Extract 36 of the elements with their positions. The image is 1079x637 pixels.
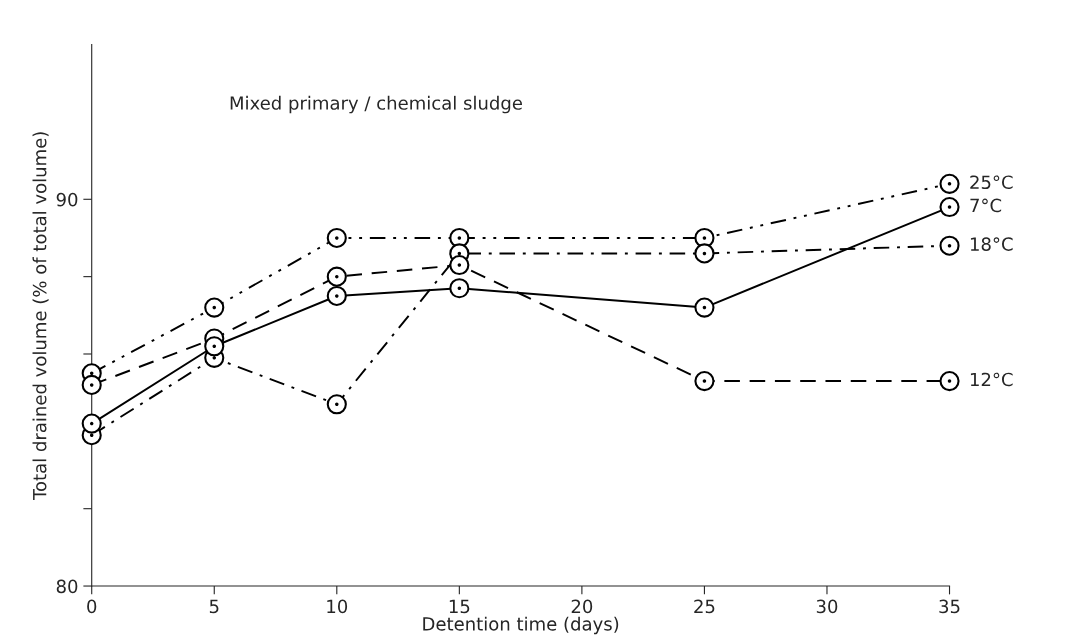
point [939, 235, 960, 256]
x-tick-label: 20 [571, 599, 593, 614]
point [449, 278, 470, 299]
text: Mixed primary / chemical sludge [230, 95, 522, 114]
point [204, 297, 225, 318]
point [939, 370, 960, 392]
y-tick-label: 90 [56, 192, 78, 207]
point [939, 173, 960, 194]
point [326, 285, 347, 307]
point [326, 394, 347, 415]
series-label: 7°C [970, 198, 1002, 213]
point [449, 254, 470, 276]
point [694, 227, 715, 249]
x-tick-label: 10 [327, 599, 348, 614]
x-tick-label: 35 [939, 599, 960, 614]
series-label: 18°C [970, 237, 1013, 251]
series-label: 12°C [970, 372, 1013, 387]
point [204, 336, 225, 357]
x-tick-label: 5 [209, 599, 219, 614]
point [326, 227, 347, 249]
point [81, 413, 102, 434]
point [81, 374, 102, 395]
x-axis-title: Detention time (days) [423, 616, 619, 635]
x-tick-label: 30 [816, 599, 838, 614]
y-axis-title: Total drained volume (% of total volume) [32, 132, 49, 501]
point [694, 297, 715, 318]
series-label: 25°C [970, 175, 1013, 190]
x-tick-label: 15 [449, 599, 470, 614]
point [694, 370, 715, 392]
point [326, 266, 347, 287]
x-tick-label: 0 [87, 599, 97, 614]
x-tick-label: 25 [694, 599, 715, 614]
point [449, 227, 470, 249]
y-tick-label: 80 [56, 579, 78, 594]
point [939, 196, 960, 218]
point [694, 243, 715, 264]
